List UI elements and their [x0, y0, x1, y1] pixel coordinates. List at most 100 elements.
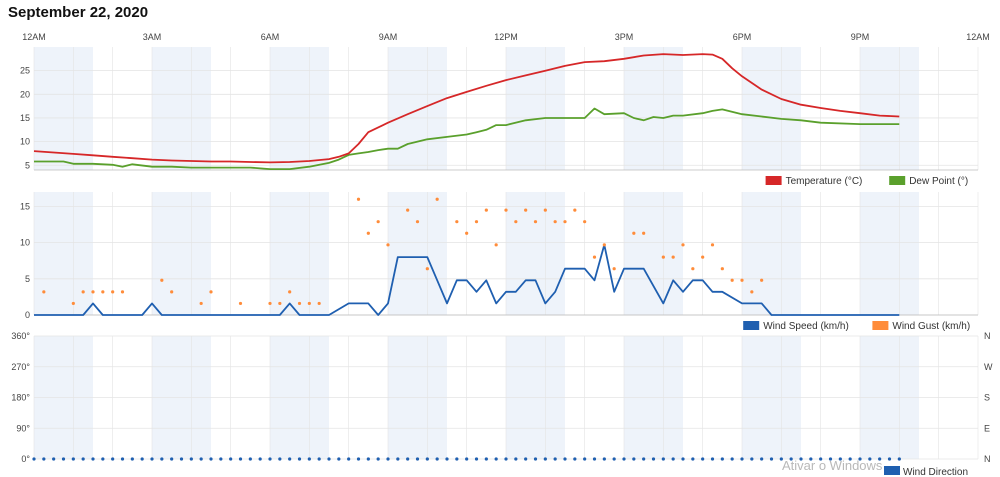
wind-gust-point: [671, 255, 675, 259]
wind-direction-point: [769, 457, 774, 461]
wind-gust-point: [583, 220, 587, 224]
wind-direction-point: [465, 457, 469, 461]
temperature-legend-swatch: [765, 176, 782, 185]
wind-direction-point: [366, 457, 370, 461]
wind-direction-point: [268, 457, 272, 461]
compass-tick-label: S: [984, 393, 990, 403]
wind-gust-point: [504, 208, 508, 212]
y-tick-label: 10: [20, 238, 30, 248]
wind-gust-point: [376, 220, 380, 224]
compass-tick-label: E: [984, 423, 990, 433]
wind-gust-point: [199, 301, 203, 306]
wind-direction-point: [779, 457, 783, 461]
x-tick-label: 3PM: [615, 32, 634, 42]
y-tick-label: 25: [20, 66, 30, 76]
temperature-line: [33, 53, 900, 164]
wind-direction-point: [71, 457, 75, 461]
wind-gust-point: [524, 208, 528, 212]
wind-gust-point: [553, 220, 557, 224]
wind-direction-point: [278, 457, 282, 461]
time-band: [388, 47, 447, 170]
time-band: [860, 47, 919, 170]
wind-direction-point: [386, 457, 390, 461]
x-tick-label: 12AM: [966, 32, 990, 42]
wind-direction-point: [32, 457, 36, 461]
wind-gust-point: [701, 255, 705, 259]
dew-point-legend-label: Dew Point (°): [909, 176, 968, 187]
wind-gust-point: [366, 231, 370, 235]
wind-direction-point: [583, 457, 587, 461]
wind-direction-point: [307, 457, 311, 461]
wind-direction-point: [140, 457, 144, 461]
time-band: [624, 47, 683, 170]
wind-direction-point: [455, 457, 459, 461]
wind-direction-point: [710, 457, 715, 461]
temperature-legend-label: Temperature (°C): [786, 176, 863, 187]
wind-direction-point: [406, 457, 410, 461]
wind-direction-point: [81, 457, 85, 461]
wind-gust-point: [642, 231, 646, 235]
wind-direction-point: [91, 457, 95, 461]
time-band: [506, 47, 565, 170]
wind-gust-point: [91, 290, 95, 294]
wind-direction-point: [327, 457, 331, 461]
wind-gust-point: [317, 301, 321, 306]
wind-gust-legend-swatch: [872, 321, 889, 330]
wind-direction-point: [868, 457, 872, 461]
wind-gust-point: [435, 197, 439, 201]
wind-direction-point: [170, 457, 174, 461]
wind-direction-point: [887, 457, 892, 461]
wind-direction-point: [199, 457, 203, 461]
wind-direction-point: [435, 457, 439, 461]
wind-gust-point: [160, 278, 164, 282]
wind-direction-point: [789, 457, 793, 461]
wind-direction-point: [701, 457, 705, 461]
compass-tick-label: N: [984, 331, 991, 341]
wind-gust-point: [42, 290, 46, 294]
wind-direction-point: [219, 457, 223, 461]
time-band: [742, 47, 801, 170]
wind-direction-point: [120, 457, 125, 461]
wind-gust-point: [710, 243, 715, 247]
chart-title: September 22, 2020: [8, 4, 149, 21]
wind-direction-point: [484, 457, 488, 461]
wind-gust-point: [101, 290, 105, 294]
wind-direction-point: [494, 457, 498, 461]
wind-direction-point: [720, 457, 724, 461]
wind-direction-point: [376, 457, 380, 461]
wind-gust-point: [81, 290, 85, 294]
wind-direction-point: [750, 457, 754, 461]
wind-direction-point: [425, 457, 429, 461]
wind-direction-point: [61, 457, 66, 461]
wind-direction-point: [337, 457, 341, 461]
windows-activation-watermark: Ativar o Windows: [782, 458, 883, 473]
wind-direction-point: [258, 457, 262, 461]
wind-direction-point: [179, 457, 184, 461]
wind-gust-point: [474, 220, 479, 224]
wind-direction-point: [42, 457, 46, 461]
wind-direction-point: [111, 457, 115, 461]
wind-gust-point: [111, 290, 115, 294]
wind-direction-point: [514, 457, 518, 461]
y-tick-label: 0°: [21, 454, 30, 464]
y-tick-label: 0: [25, 310, 30, 320]
wind-direction-point: [878, 457, 882, 461]
wind-direction-point: [897, 457, 901, 461]
wind-gust-point: [750, 290, 754, 294]
wind-gust-point: [406, 208, 410, 212]
wind-gust-point: [681, 243, 685, 247]
wind-gust-point: [632, 231, 636, 235]
compass-tick-label: N: [984, 454, 991, 464]
wind-direction-point: [691, 457, 695, 461]
wind-direction-point: [317, 457, 321, 461]
wind-gust-point: [386, 243, 390, 247]
wind-gust-point: [612, 267, 616, 271]
wind-direction-point: [740, 457, 744, 461]
wind-gust-point: [268, 301, 272, 306]
wind-gust-point: [278, 301, 282, 306]
y-tick-label: 270°: [11, 362, 30, 372]
wind-direction-point: [396, 457, 400, 461]
wind-gust-point: [563, 220, 567, 224]
wind-gust-point: [661, 255, 665, 259]
wind-direction-point: [799, 457, 803, 461]
